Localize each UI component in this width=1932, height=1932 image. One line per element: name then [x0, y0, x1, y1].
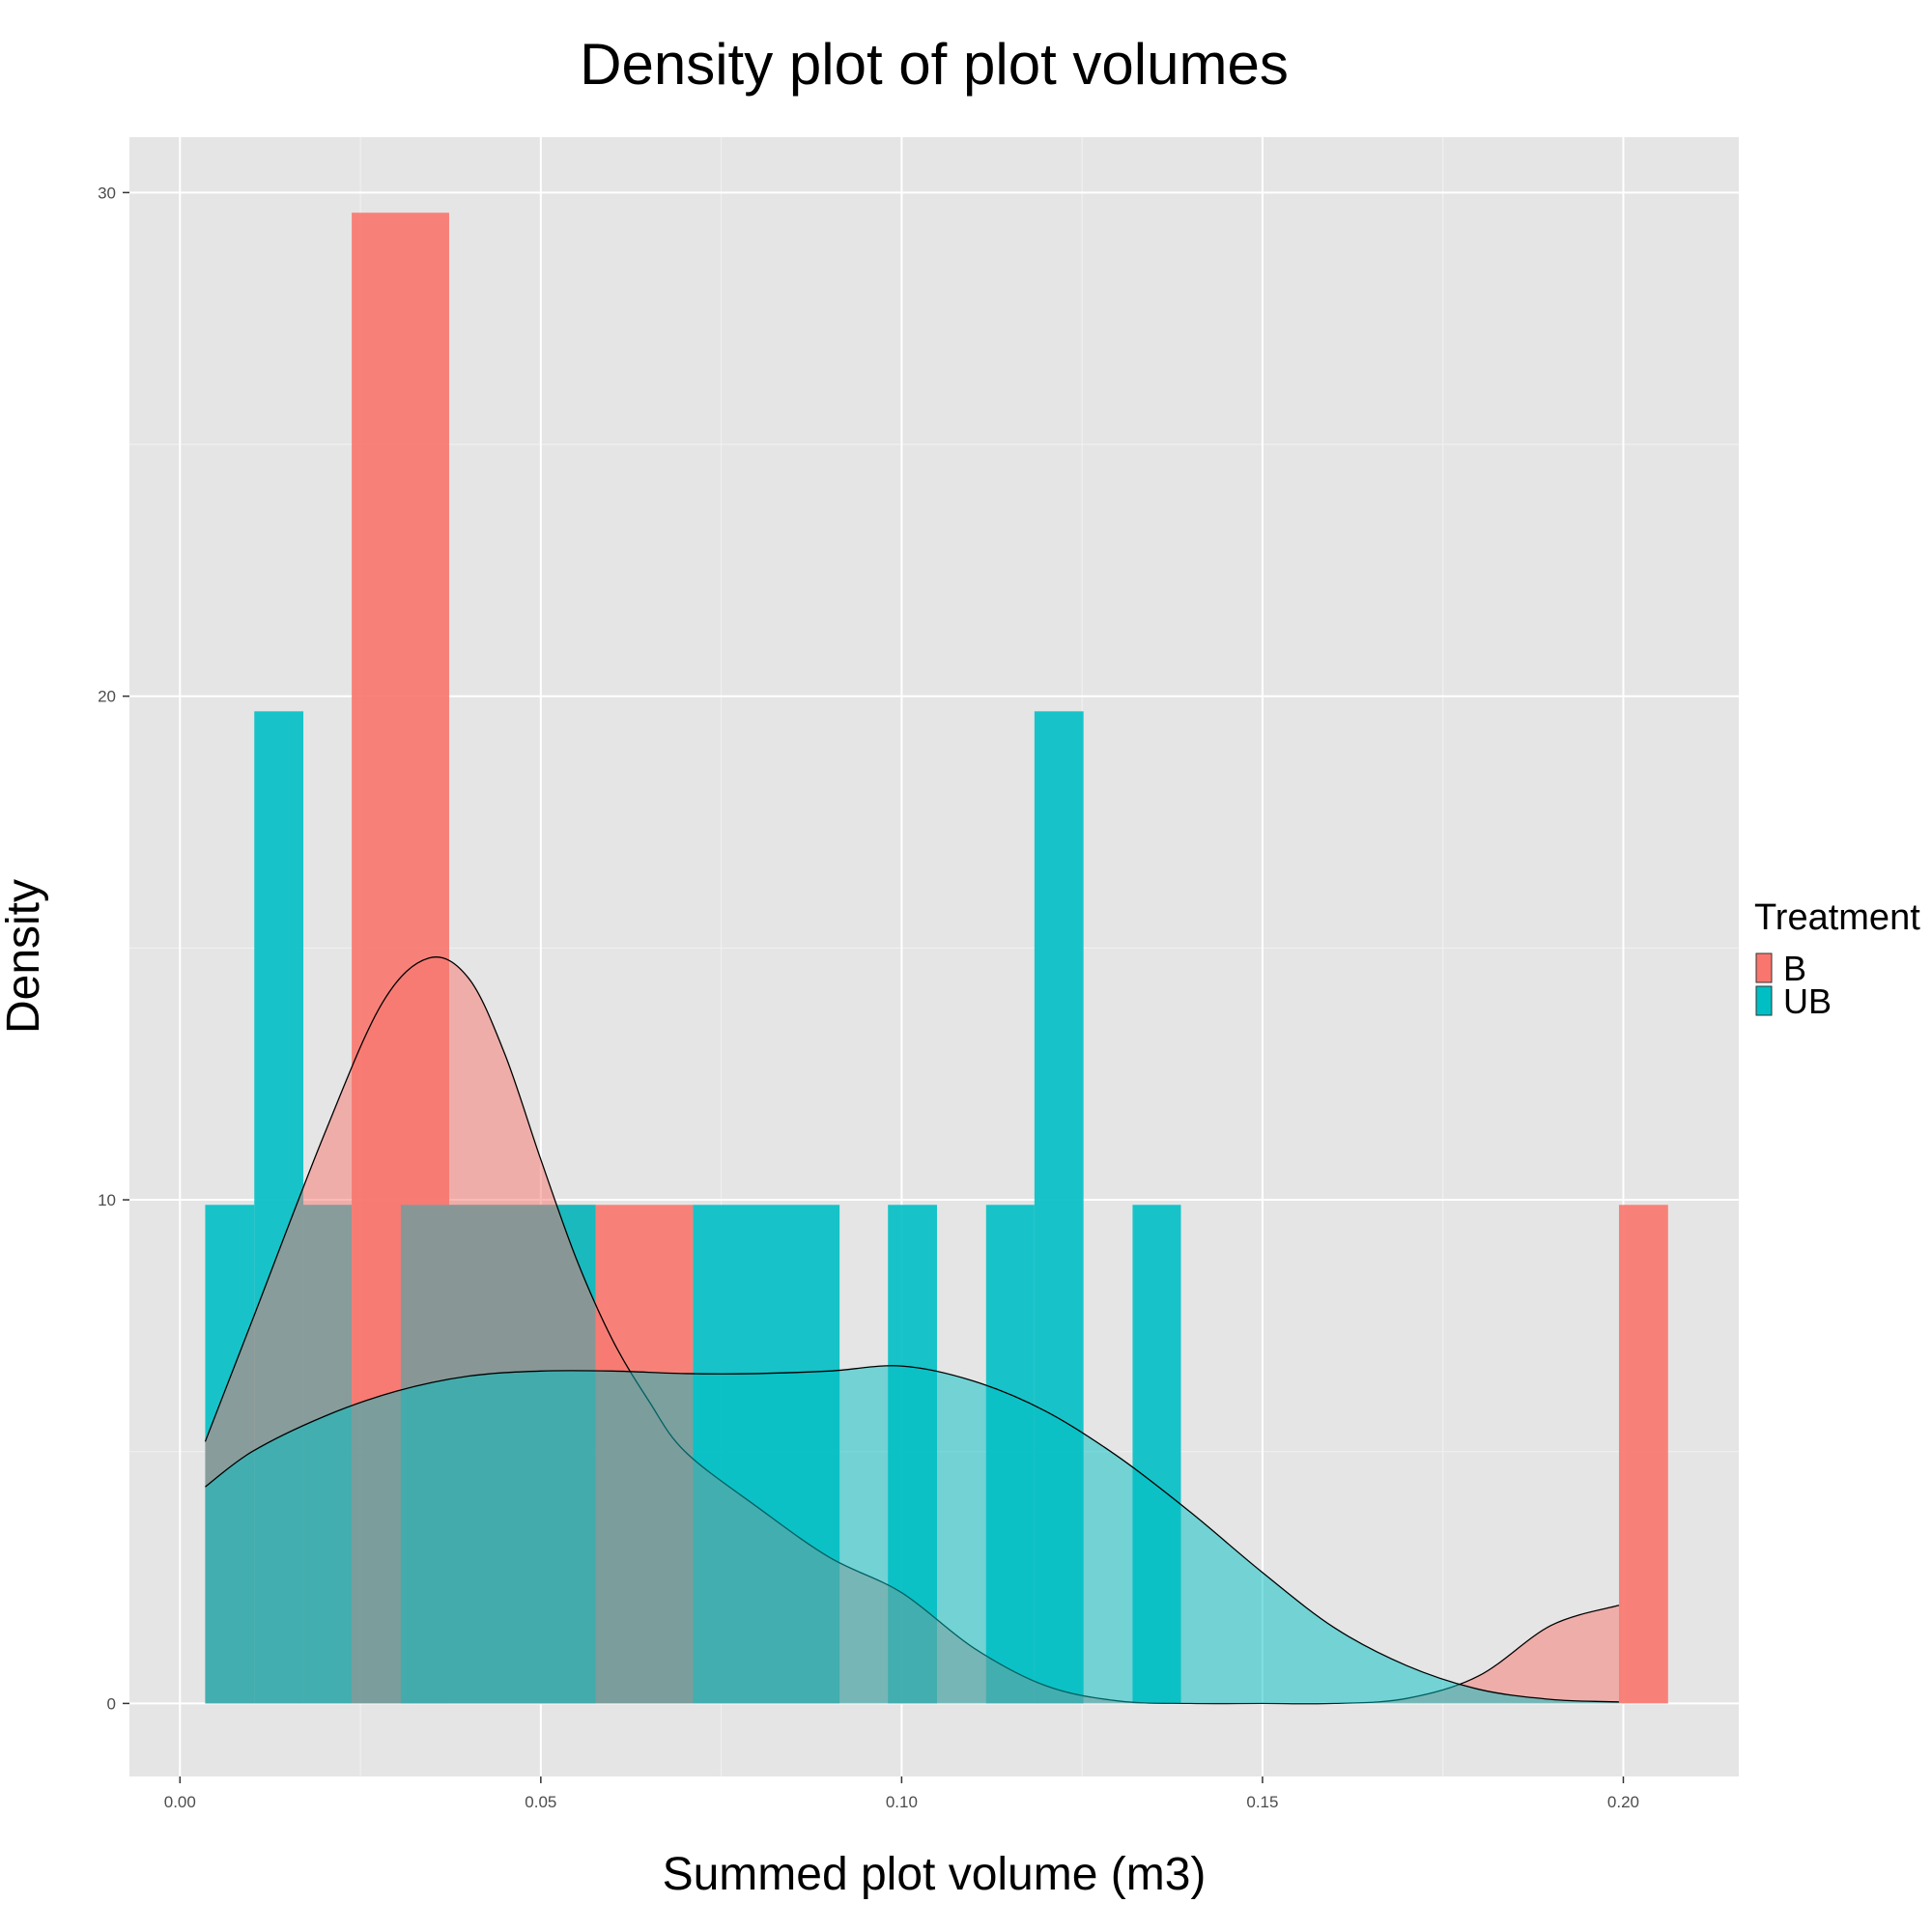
y-tick-label: 20 — [98, 688, 116, 706]
x-tick-label: 0.10 — [886, 1793, 918, 1811]
density-curve-ub — [205, 1365, 1620, 1703]
x-tick-label: 0.05 — [525, 1793, 556, 1811]
density-area-ub — [205, 1365, 1619, 1704]
x-axis-label: Summed plot volume (m3) — [663, 1849, 1207, 1900]
x-tick-label: 0.20 — [1607, 1793, 1639, 1811]
legend-title: Treatment — [1754, 897, 1920, 938]
y-tick-label: 0 — [107, 1694, 116, 1713]
legend-items: BUB — [1755, 949, 1832, 1021]
x-tick-label: 0.00 — [164, 1793, 196, 1811]
legend-label-ub: UB — [1783, 981, 1832, 1021]
y-axis-label: Density — [0, 879, 49, 1034]
legend-key-b — [1755, 952, 1773, 983]
legend-key-ub — [1755, 985, 1773, 1016]
y-tick-label: 30 — [98, 184, 116, 202]
histogram-bar-b — [1618, 1205, 1668, 1704]
legend: Treatment BUB — [1754, 897, 1920, 1021]
axes: 0.00 0.05 0.10 0.15 0.20 0 10 20 30 — [98, 184, 1639, 1811]
legend-label-b: B — [1783, 949, 1806, 988]
y-tick-label: 10 — [98, 1191, 116, 1209]
chart-title: Density plot of plot volumes — [580, 32, 1289, 97]
x-tick-label: 0.15 — [1246, 1793, 1278, 1811]
density-curves — [204, 956, 1620, 1705]
